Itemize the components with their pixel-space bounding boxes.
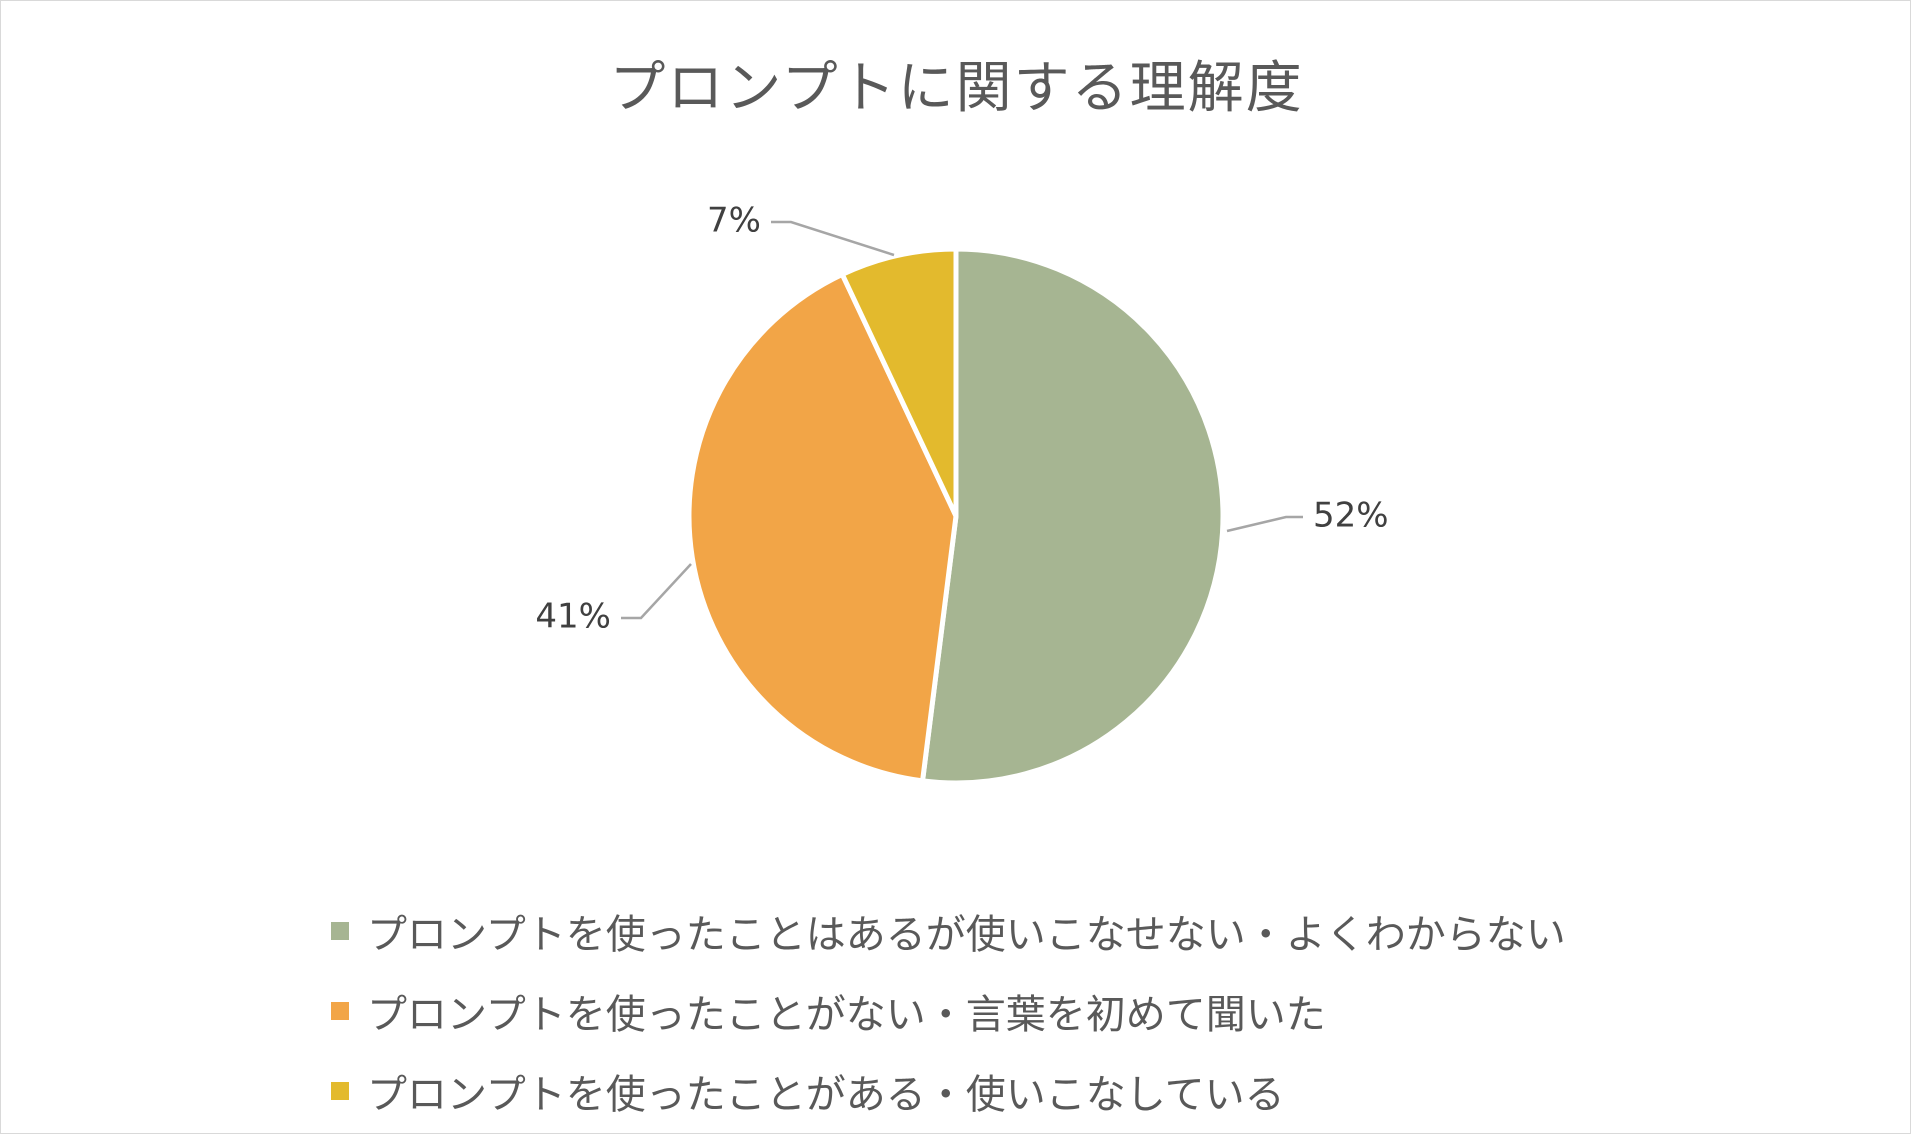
legend-swatch-2 (331, 1082, 349, 1100)
leader-line-1 (621, 563, 692, 620)
legend-item-0: プロンプトを使ったことはあるが使いこなせない・よくわからない (331, 891, 1566, 971)
legend-swatch-1 (331, 1002, 349, 1020)
pie-slice-1 (686, 271, 959, 784)
data-label-1: 41% (535, 597, 611, 637)
pie-slice-2 (839, 246, 959, 519)
legend-label-2: プロンプトを使ったことがある・使いこなしている (367, 1072, 1285, 1118)
leader-line-2 (771, 220, 895, 257)
legend: プロンプトを使ったことはあるが使いこなせない・よくわからない プロンプトを使った… (331, 891, 1566, 1131)
pie-slice-0 (920, 246, 1226, 786)
legend-item-2: プロンプトを使ったことがある・使いこなしている (331, 1051, 1566, 1131)
legend-label-1: プロンプトを使ったことがない・言葉を初めて聞いた (367, 992, 1326, 1038)
leader-line-0 (1226, 515, 1303, 533)
chart-title: プロンプトに関する理解度 (609, 56, 1304, 121)
legend-label-0: プロンプトを使ったことはあるが使いこなせない・よくわからない (367, 912, 1566, 958)
data-label-2: 7% (707, 201, 761, 241)
legend-swatch-0 (331, 922, 349, 940)
data-label-0: 52% (1313, 496, 1389, 536)
legend-item-1: プロンプトを使ったことがない・言葉を初めて聞いた (331, 971, 1566, 1051)
